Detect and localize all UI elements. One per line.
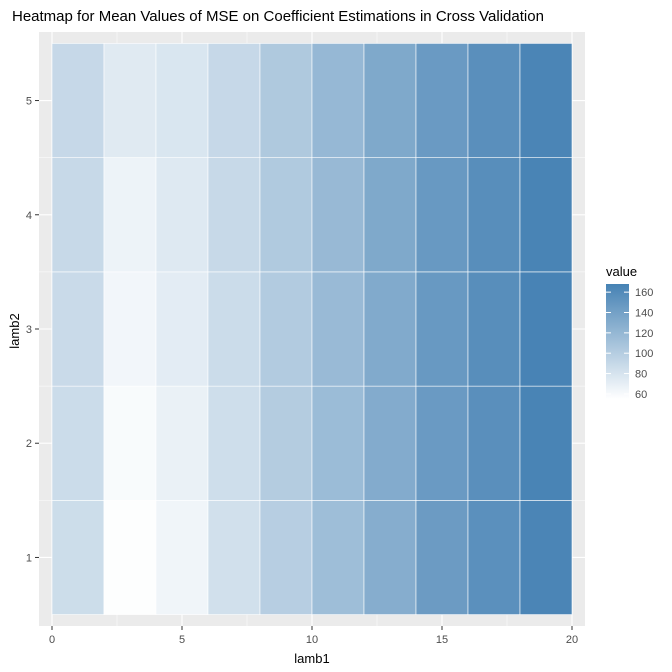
x-tick-label: 15 bbox=[436, 634, 448, 646]
heatmap-cell bbox=[51, 385, 105, 501]
x-tick-label: 20 bbox=[566, 634, 578, 646]
x-axis-title: lamb1 bbox=[294, 651, 329, 666]
legend-tick-label: 160 bbox=[635, 287, 653, 299]
heatmap-cell bbox=[363, 271, 417, 387]
heatmap-cell bbox=[415, 43, 469, 158]
x-axis-ticks: 0 5 10 15 20 bbox=[49, 626, 578, 646]
legend-tick-label: 80 bbox=[635, 369, 647, 381]
legend-tick-label: 100 bbox=[635, 348, 653, 360]
y-tick-label: 3 bbox=[26, 324, 32, 336]
heatmap-cell bbox=[155, 43, 209, 158]
heatmap-cell bbox=[207, 43, 261, 158]
x-tick-label: 5 bbox=[179, 634, 185, 646]
heatmap-cell bbox=[155, 500, 209, 615]
heatmap-cell bbox=[311, 43, 365, 158]
heatmap-cell bbox=[207, 500, 261, 615]
heatmap-cell bbox=[51, 271, 105, 387]
heatmap-cell bbox=[259, 500, 313, 615]
heatmap-cell bbox=[363, 157, 417, 273]
legend-ticks: 60 80 100 120 140 160 bbox=[606, 287, 653, 401]
heatmap-cell bbox=[103, 385, 157, 501]
heatmap-cell bbox=[103, 157, 157, 273]
heatmap-cell bbox=[415, 500, 469, 615]
heatmap-cell bbox=[103, 500, 157, 615]
legend-title: value bbox=[606, 264, 637, 279]
heatmap-cell bbox=[519, 500, 573, 615]
y-axis-title: lamb2 bbox=[7, 313, 22, 348]
heatmap-cell bbox=[415, 157, 469, 273]
y-axis-ticks: 1 2 3 4 5 bbox=[26, 96, 39, 564]
y-tick-label: 5 bbox=[26, 96, 32, 108]
heatmap-cell bbox=[51, 500, 105, 615]
heatmap-cell bbox=[207, 271, 261, 387]
heatmap-cell bbox=[155, 271, 209, 387]
heatmap-cell bbox=[467, 500, 521, 615]
heatmap-cell bbox=[259, 43, 313, 158]
legend-tick-label: 140 bbox=[635, 307, 653, 319]
heatmap-cell bbox=[311, 385, 365, 501]
heatmap-cell bbox=[311, 500, 365, 615]
heatmap-cell bbox=[363, 43, 417, 158]
heatmap-cell bbox=[207, 157, 261, 273]
heatmap-cell bbox=[519, 157, 573, 273]
heatmap-cell bbox=[467, 385, 521, 501]
y-tick-label: 4 bbox=[26, 210, 32, 222]
y-tick-label: 2 bbox=[26, 438, 32, 450]
heatmap-cell bbox=[51, 43, 105, 158]
heatmap-cell bbox=[103, 271, 157, 387]
heatmap-cell bbox=[311, 157, 365, 273]
color-legend: value 60 80 100 120 140 160 bbox=[606, 264, 653, 401]
legend-colorbar bbox=[606, 284, 629, 399]
heatmap-cell bbox=[415, 271, 469, 387]
y-tick-label: 1 bbox=[26, 552, 32, 564]
heatmap-cell bbox=[519, 385, 573, 501]
heatmap-cell bbox=[467, 43, 521, 158]
x-tick-label: 0 bbox=[49, 634, 55, 646]
heatmap-cell bbox=[519, 271, 573, 387]
heatmap-cell bbox=[415, 385, 469, 501]
legend-tick-label: 60 bbox=[635, 389, 647, 401]
heatmap-cells bbox=[51, 43, 573, 615]
x-tick-label: 10 bbox=[306, 634, 318, 646]
heatmap-cell bbox=[259, 157, 313, 273]
heatmap-cell bbox=[467, 157, 521, 273]
heatmap-cell bbox=[155, 385, 209, 501]
legend-tick-label: 120 bbox=[635, 328, 653, 340]
heatmap-cell bbox=[259, 385, 313, 501]
chart-title: Heatmap for Mean Values of MSE on Coeffi… bbox=[12, 8, 544, 25]
heatmap-cell bbox=[103, 43, 157, 158]
heatmap-cell bbox=[311, 271, 365, 387]
heatmap-cell bbox=[259, 271, 313, 387]
heatmap-cell bbox=[363, 385, 417, 501]
heatmap-cell bbox=[51, 157, 105, 273]
heatmap-cell bbox=[467, 271, 521, 387]
heatmap-cell bbox=[363, 500, 417, 615]
heatmap-cell bbox=[207, 385, 261, 501]
heatmap-cell bbox=[519, 43, 573, 158]
heatmap-cell bbox=[155, 157, 209, 273]
